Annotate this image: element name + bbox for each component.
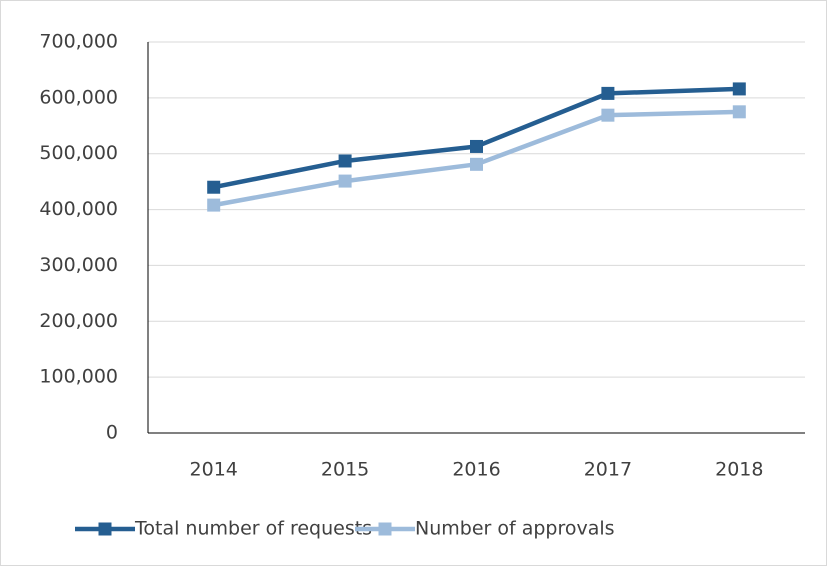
y-tick-label: 100,000: [39, 366, 118, 388]
data-point: [601, 86, 615, 100]
y-tick-label: 700,000: [39, 31, 118, 53]
data-point: [601, 108, 615, 122]
y-tick-label: 600,000: [39, 86, 118, 108]
legend-label: Total number of requests: [134, 518, 372, 540]
x-tick-label: 2015: [321, 459, 369, 481]
data-point: [207, 198, 221, 212]
x-tick-label: 2018: [715, 459, 763, 481]
data-point: [470, 139, 483, 153]
legend-marker: [98, 522, 112, 536]
y-tick-label: 200,000: [39, 310, 118, 332]
data-point: [207, 180, 221, 194]
y-tick-label: 500,000: [39, 142, 118, 164]
x-tick-label: 2014: [190, 459, 238, 481]
x-tick-label: 2016: [452, 459, 500, 481]
data-point: [338, 154, 352, 168]
data-point: [732, 82, 746, 96]
x-tick-label: 2017: [584, 459, 632, 481]
data-point: [732, 105, 746, 119]
legend-label: Number of approvals: [415, 518, 615, 540]
y-tick-label: 400,000: [39, 198, 118, 220]
y-tick-label: 0: [106, 422, 118, 444]
legend-marker: [378, 522, 392, 536]
data-point: [338, 174, 352, 188]
y-tick-label: 300,000: [39, 254, 118, 276]
data-point: [470, 157, 483, 171]
